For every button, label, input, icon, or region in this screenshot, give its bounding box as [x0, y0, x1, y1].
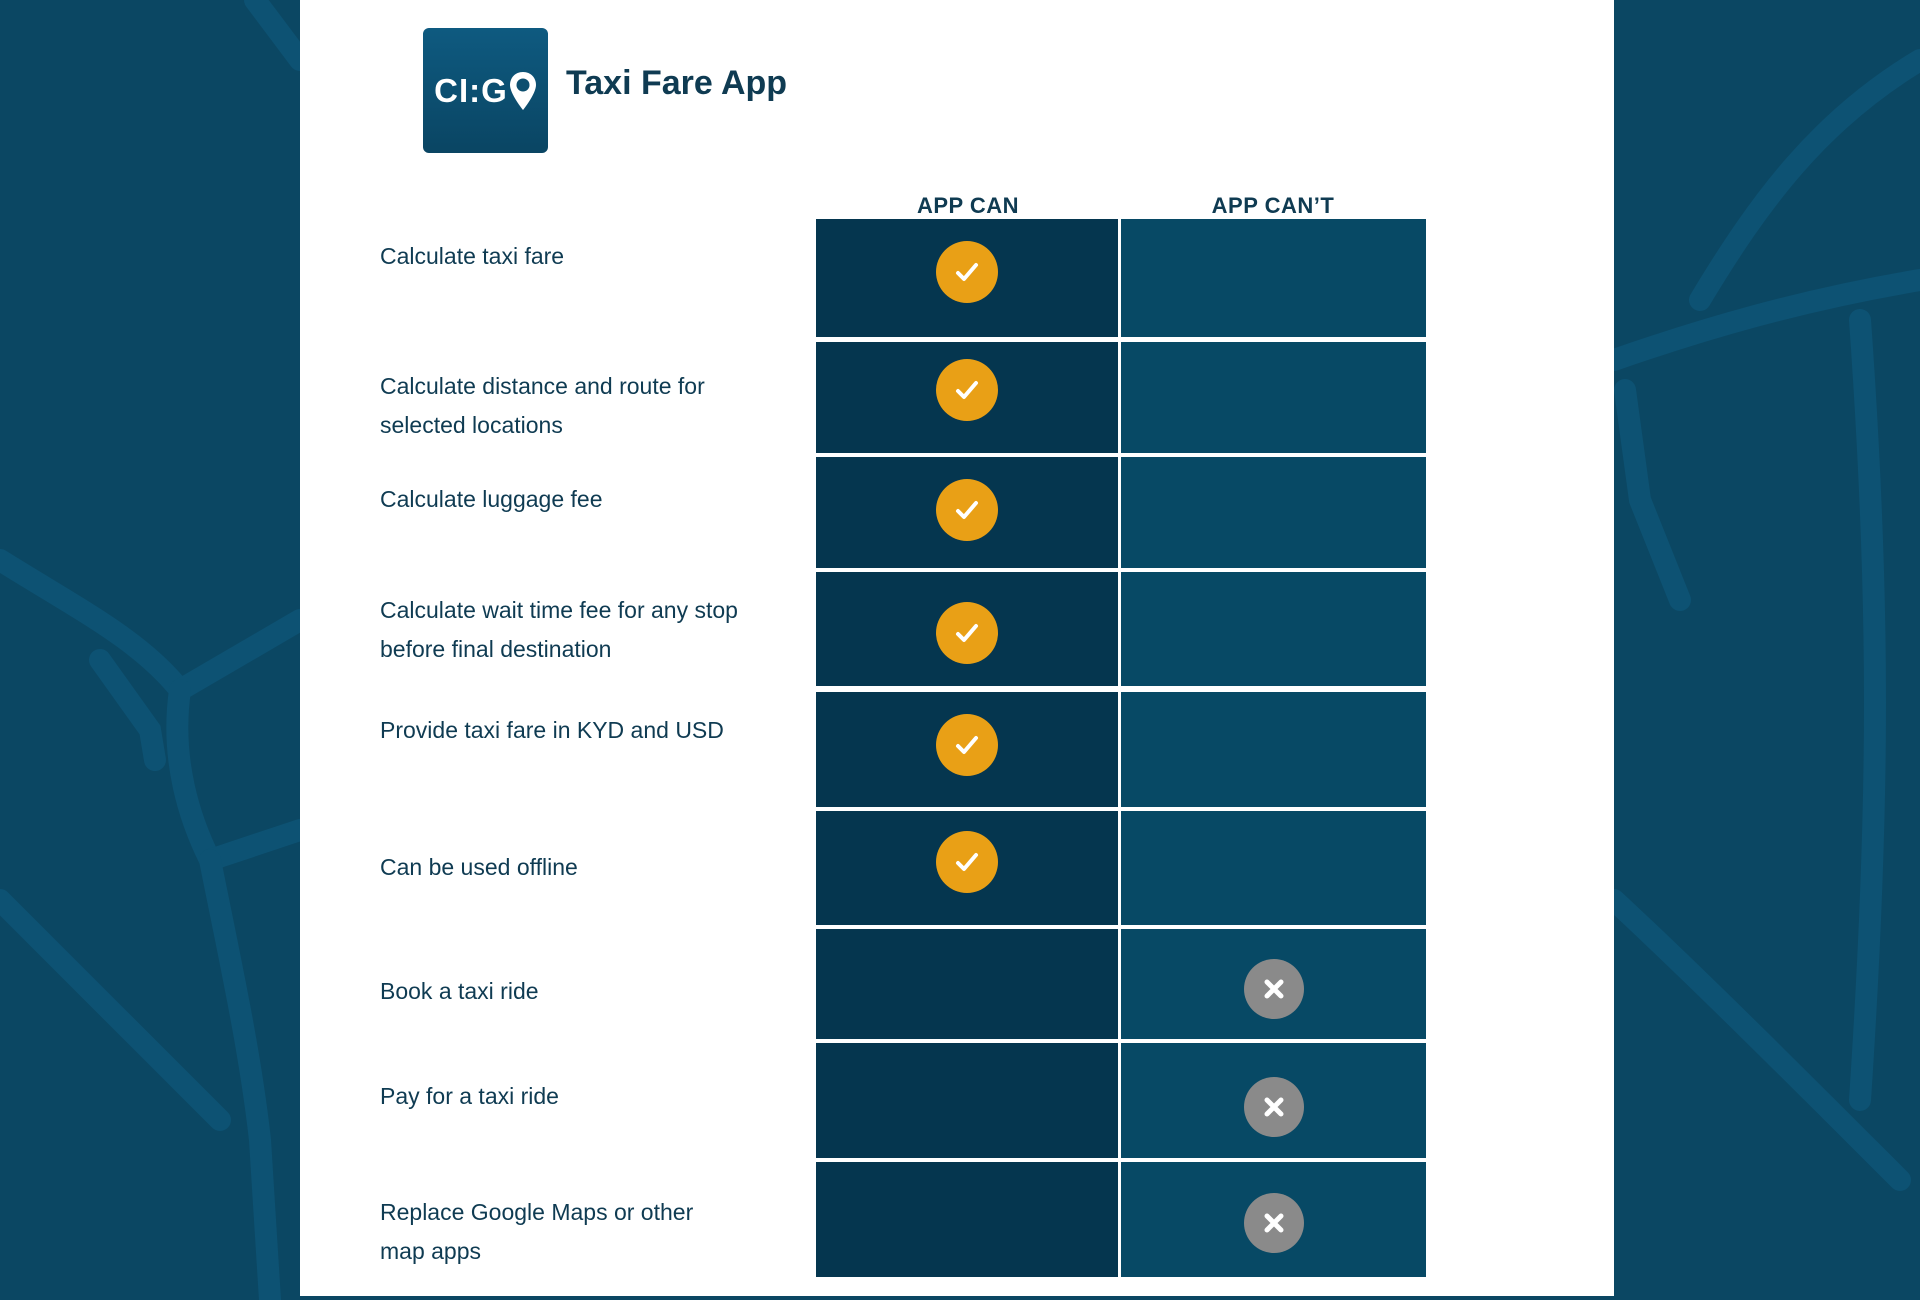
- row-label: Calculate luggage fee: [380, 486, 603, 512]
- app-can-cell: [816, 811, 1118, 925]
- comparison-card: CI:G Taxi Fare App APP CAN APP CAN’T Cal…: [300, 0, 1614, 1296]
- app-can-cell: [816, 342, 1118, 453]
- row-label: Calculate distance and route for selecte…: [380, 373, 705, 438]
- app-can-cell: [816, 929, 1118, 1039]
- cigo-logo: CI:G: [423, 28, 548, 153]
- app-can-cell: [816, 1162, 1118, 1277]
- app-can-cell: [816, 1043, 1118, 1158]
- app-cant-cell: [1121, 811, 1426, 925]
- app-cant-cell: [1121, 457, 1426, 568]
- check-icon: [936, 241, 998, 303]
- check-icon: [936, 602, 998, 664]
- column-header-can: APP CAN: [916, 193, 1020, 218]
- row-label: Provide taxi fare in KYD and USD: [380, 717, 724, 743]
- cross-icon: [1244, 959, 1304, 1019]
- app-cant-cell: [1121, 342, 1426, 453]
- app-can-cell: [816, 692, 1118, 807]
- row-label: Book a taxi ride: [380, 978, 539, 1004]
- location-pin-icon: [509, 71, 536, 110]
- app-cant-cell: [1121, 692, 1426, 807]
- app-cant-cell: [1121, 219, 1426, 337]
- row-label: Can be used offline: [380, 854, 578, 880]
- row-label: Pay for a taxi ride: [380, 1083, 559, 1109]
- app-can-cell: [816, 457, 1118, 568]
- app-cant-cell: [1121, 572, 1426, 686]
- check-icon: [936, 714, 998, 776]
- row-label: Calculate taxi fare: [380, 243, 565, 269]
- check-icon: [936, 359, 998, 421]
- check-icon: [936, 831, 998, 893]
- page-title: Taxi Fare App: [566, 64, 788, 102]
- app-can-cell: [816, 219, 1118, 337]
- row-label: Replace Google Maps or other map apps: [380, 1199, 694, 1264]
- app-cant-cell: [1121, 1043, 1426, 1158]
- logo-text: CI:G: [434, 70, 537, 112]
- cross-icon: [1244, 1193, 1304, 1253]
- check-icon: [936, 479, 998, 541]
- logo-wordmark: CI:G: [434, 71, 508, 109]
- app-cant-cell: [1121, 1162, 1426, 1277]
- app-cant-cell: [1121, 929, 1426, 1039]
- row-label: Calculate wait time fee for any stop bef…: [380, 597, 738, 662]
- cross-icon: [1244, 1077, 1304, 1137]
- app-can-cell: [816, 572, 1118, 686]
- column-header-cant: APP CAN’T: [1211, 193, 1335, 218]
